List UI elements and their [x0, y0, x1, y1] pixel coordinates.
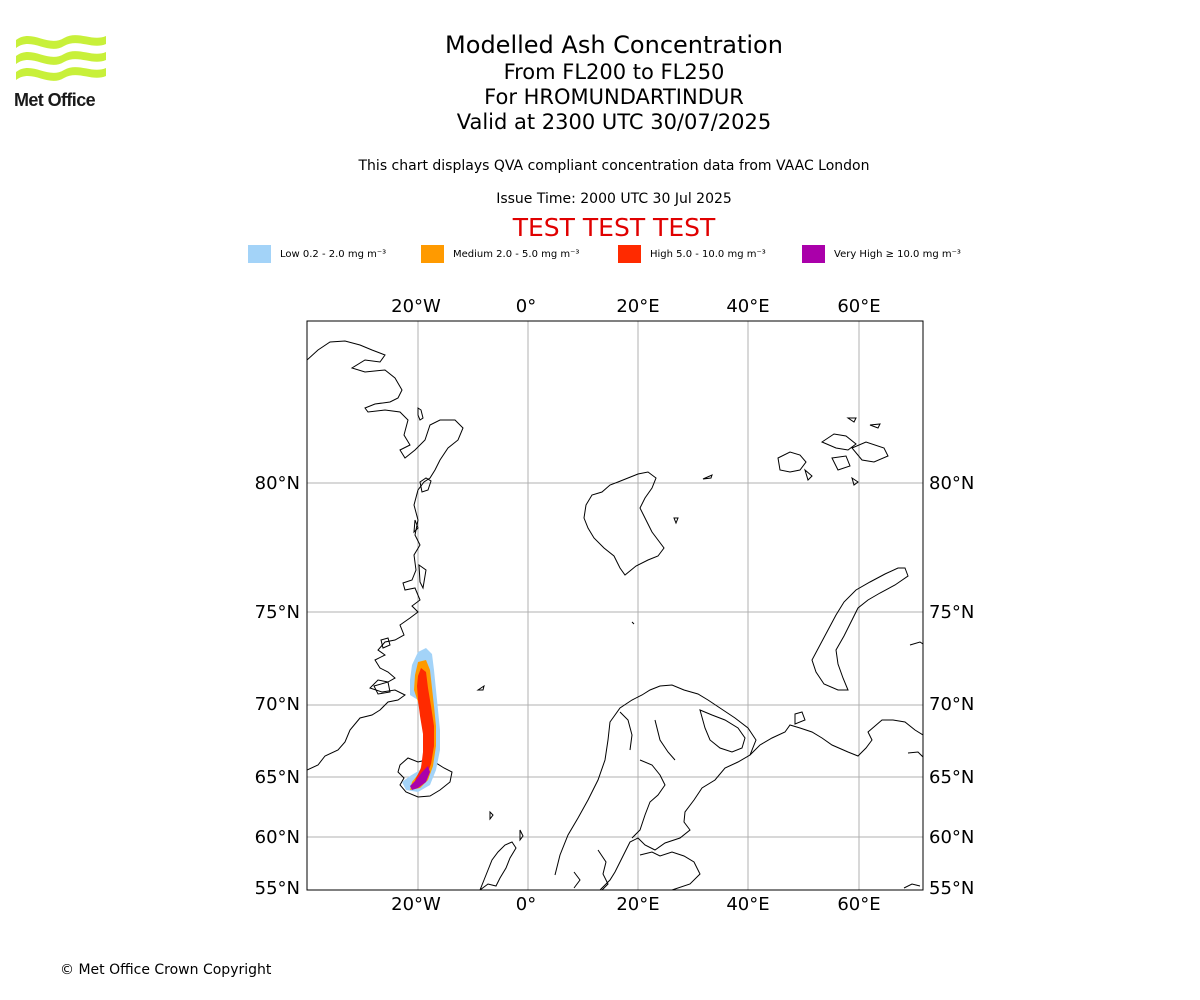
bottom-lon-label-20e: 20°E — [616, 894, 659, 915]
volcano-name: For HROMUNDARTINDUR — [484, 85, 744, 109]
concentration-legend: Low 0.2 - 2.0 mg m⁻³ Medium 2.0 - 5.0 mg… — [0, 244, 1200, 264]
novaya-zemlya-coastline — [811, 567, 909, 691]
ash-very-high-zone — [410, 766, 430, 790]
left-lat-label-80n: 80°N — [255, 473, 300, 494]
left-latitude-labels: 80°N 75°N 70°N 65°N 60°N 55°N — [255, 473, 300, 899]
right-latitude-labels: 80°N 75°N 70°N 65°N 60°N 55°N — [929, 473, 974, 899]
top-lon-label-20e: 20°E — [616, 296, 659, 317]
legend-item-high: High 5.0 - 10.0 mg m⁻³ — [618, 244, 766, 264]
scandinavia-coastline — [554, 684, 757, 890]
chart-description: This chart displays QVA compliant concen… — [358, 158, 870, 174]
franz-josef-land-coastline — [777, 417, 889, 486]
coastlines — [307, 340, 923, 890]
legend-swatch-low — [248, 245, 271, 263]
left-lat-label-65n: 65°N — [255, 767, 300, 788]
greenland-coastline — [307, 340, 464, 771]
map-frame — [306, 320, 924, 891]
legend-swatch-medium — [421, 245, 444, 263]
top-lon-label-60e: 60°E — [837, 296, 880, 317]
bottom-longitude-labels: 20°W 0° 20°E 40°E 60°E — [391, 894, 880, 915]
right-lat-label-80n: 80°N — [929, 473, 974, 494]
copyright-notice: © Met Office Crown Copyright — [60, 962, 272, 978]
legend-swatch-high — [618, 245, 641, 263]
legend-label-medium: Medium 2.0 - 5.0 mg m⁻³ — [453, 248, 580, 260]
bottom-lon-label-0: 0° — [516, 894, 536, 915]
bottom-lon-label-60e: 60°E — [837, 894, 880, 915]
valid-time: Valid at 2300 UTC 30/07/2025 — [456, 110, 772, 134]
top-lon-label-0: 0° — [516, 296, 536, 317]
uk-coastline — [479, 841, 517, 890]
top-lon-label-20w: 20°W — [391, 296, 441, 317]
right-lat-label-75n: 75°N — [929, 602, 974, 623]
legend-label-very-high: Very High ≥ 10.0 mg m⁻³ — [834, 248, 961, 260]
test-banner: TEST TEST TEST — [512, 213, 716, 242]
left-lat-label-55n: 55°N — [255, 878, 300, 899]
bottom-lon-label-40e: 40°E — [726, 894, 769, 915]
right-lat-label-55n: 55°N — [929, 878, 974, 899]
issue-time: Issue Time: 2000 UTC 30 Jul 2025 — [496, 191, 732, 207]
bottom-lon-label-20w: 20°W — [391, 894, 441, 915]
met-office-waves-icon — [16, 35, 106, 81]
left-lat-label-60n: 60°N — [255, 827, 300, 848]
svalbard-coastline — [583, 471, 665, 576]
logo-wordmark: Met Office — [14, 90, 96, 110]
met-office-logo: Met Office — [14, 30, 109, 112]
legend-label-high: High 5.0 - 10.0 mg m⁻³ — [650, 248, 766, 260]
legend-label-low: Low 0.2 - 2.0 mg m⁻³ — [280, 248, 387, 260]
chart-titles: Modelled Ash Concentration From FL200 to… — [314, 30, 914, 135]
legend-item-low: Low 0.2 - 2.0 mg m⁻³ — [248, 244, 386, 264]
top-lon-label-40e: 40°E — [726, 296, 769, 317]
legend-item-medium: Medium 2.0 - 5.0 mg m⁻³ — [421, 244, 579, 264]
chart-title: Modelled Ash Concentration — [445, 31, 783, 59]
left-lat-label-75n: 75°N — [255, 602, 300, 623]
legend-item-very-high: Very High ≥ 10.0 mg m⁻³ — [802, 244, 961, 264]
flight-level-range: From FL200 to FL250 — [503, 60, 725, 84]
right-lat-label-60n: 60°N — [929, 827, 974, 848]
right-lat-label-65n: 65°N — [929, 767, 974, 788]
legend-swatch-very-high — [802, 245, 825, 263]
top-longitude-labels: 20°W 0° 20°E 40°E 60°E — [391, 296, 880, 317]
ash-high-zone — [413, 668, 434, 786]
left-lat-label-70n: 70°N — [255, 694, 300, 715]
right-lat-label-70n: 70°N — [929, 694, 974, 715]
ash-plume — [402, 648, 440, 792]
